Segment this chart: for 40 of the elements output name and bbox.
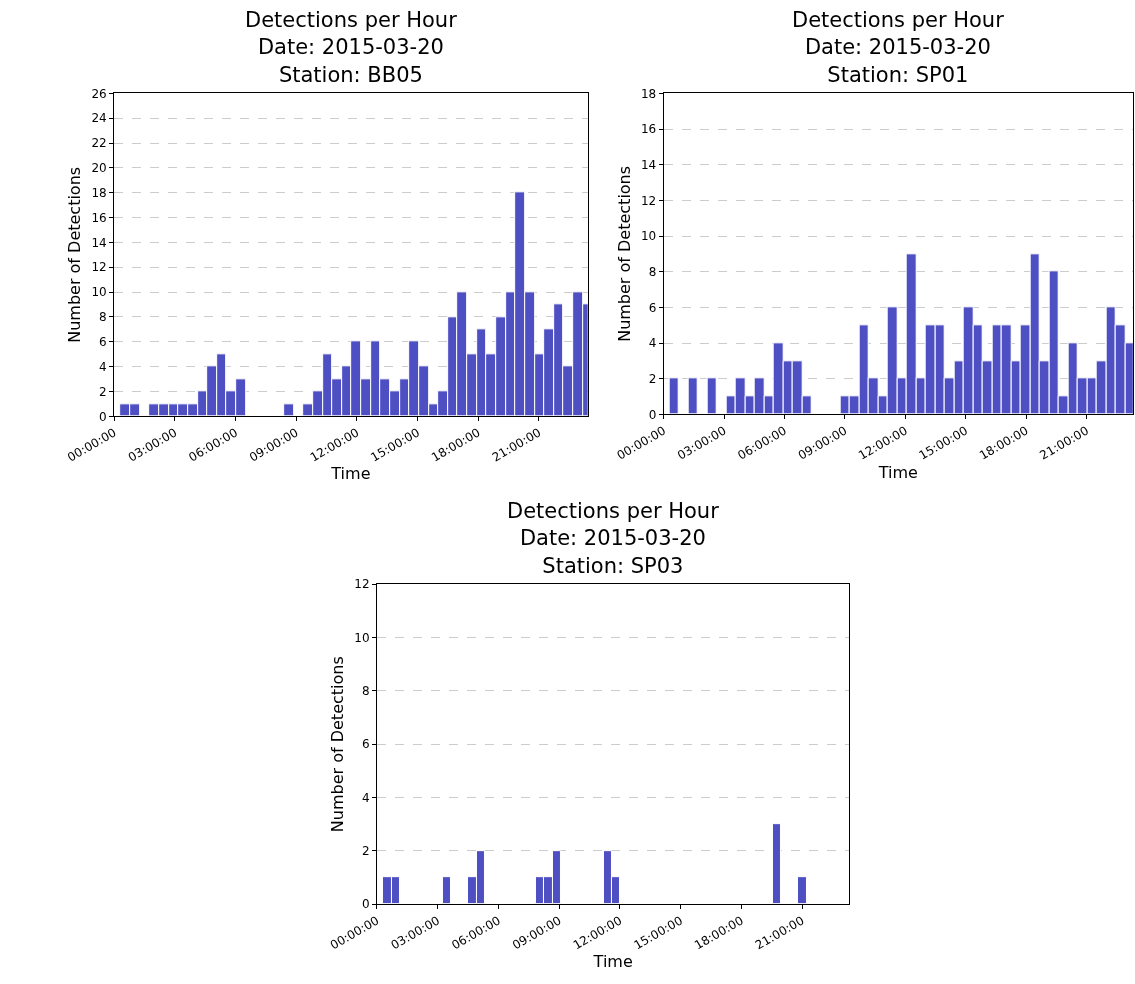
- y-tick-label: 6: [648, 300, 657, 315]
- y-tick-label: 16: [91, 210, 107, 225]
- y-tick-label: 2: [648, 371, 657, 386]
- y-tick-label: 6: [361, 737, 370, 752]
- y-axis-title: Number of Detections: [328, 656, 348, 833]
- y-tick-label: 4: [99, 359, 107, 374]
- y-tick-label: 18: [91, 185, 107, 200]
- y-tick-label: 6: [99, 335, 107, 349]
- y-tick-label: 4: [361, 790, 370, 805]
- y-axis-title: Number of Detections: [614, 165, 634, 342]
- y-tick-label: 2: [99, 384, 107, 399]
- y-tick-label: 8: [99, 310, 107, 325]
- y-tick-label: 12: [354, 577, 370, 592]
- y-tick-label: 14: [91, 235, 107, 250]
- y-tick-label: 10: [91, 285, 107, 300]
- y-tick-label: 2: [361, 844, 370, 859]
- chart-title: Detections per Hour Date: 2015-03-20 Station: BB05: [245, 8, 458, 87]
- y-tick-label: 0: [99, 409, 107, 424]
- y-tick-label: 18: [640, 86, 657, 101]
- y-tick-label: 14: [640, 157, 657, 172]
- y-tick-label: 4: [648, 336, 657, 351]
- x-axis-title: Time: [877, 462, 918, 482]
- y-axis-title: Number of Detections: [65, 166, 85, 343]
- y-tick-label: 12: [91, 260, 107, 275]
- y-tick-label: 12: [640, 193, 657, 208]
- chart-title: Detections per Hour Date: 2015-03-20 Station: SP01: [792, 8, 1005, 87]
- y-tick-label: 0: [648, 407, 657, 422]
- y-tick-label: 8: [361, 684, 370, 699]
- x-axis-title: Time: [330, 464, 371, 484]
- y-tick-label: 26: [91, 86, 107, 101]
- y-tick-label: 20: [91, 161, 107, 176]
- y-tick-label: 8: [648, 264, 657, 279]
- y-tick-label: 10: [640, 229, 657, 244]
- x-axis-title: Time: [592, 952, 633, 972]
- y-tick-label: 0: [361, 897, 370, 912]
- y-tick-label: 10: [354, 630, 370, 645]
- y-tick-label: 22: [91, 136, 107, 151]
- y-tick-label: 16: [640, 122, 657, 137]
- y-tick-label: 24: [91, 111, 107, 126]
- chart-title: Detections per Hour Date: 2015-03-20 Station: SP03: [507, 499, 720, 578]
